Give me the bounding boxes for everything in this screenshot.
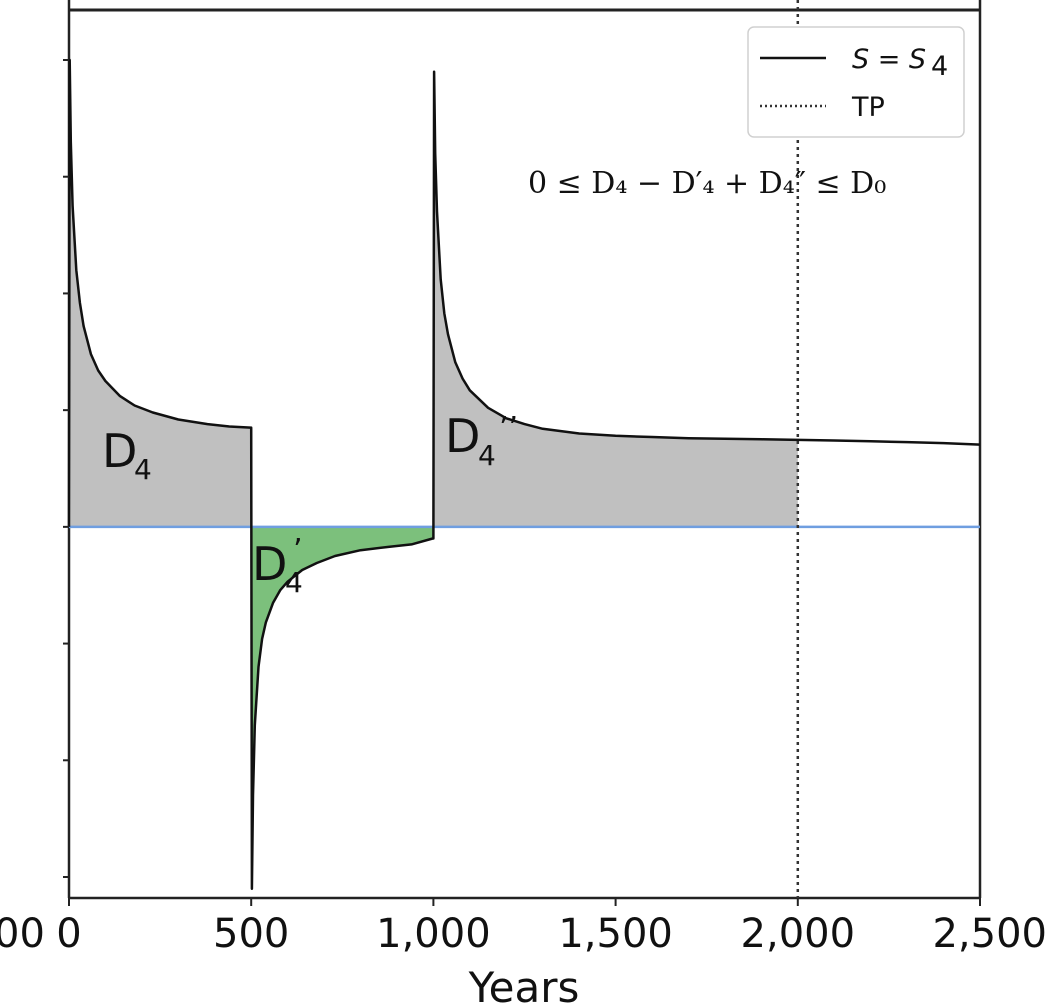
area-d4-double-prime xyxy=(433,71,798,539)
legend: S = S 4 TP xyxy=(747,26,965,138)
x-ticks xyxy=(68,898,981,906)
legend-label-s4: S = S xyxy=(852,44,926,75)
region-label-d4pp-subscript: 4 xyxy=(478,439,496,472)
x-tick-label: 2,000 xyxy=(741,911,856,957)
region-label-d4: D 4 xyxy=(102,424,152,486)
region-label-d4-double-prime: D 4 ’’ xyxy=(445,409,518,472)
region-label-d4p-prime: ’ xyxy=(293,533,303,568)
fill-regions xyxy=(69,60,798,889)
region-label-d4-prime: D 4 ’ xyxy=(252,533,303,599)
area-d4 xyxy=(69,60,252,527)
equation-annotation: 0 ≤ D₄ − D′₄ + D₄″ ≤ D₀ xyxy=(528,166,886,201)
region-label-d4p-subscript: 4 xyxy=(285,566,303,599)
x-tick-label: 0 xyxy=(56,911,81,957)
x-tick-label: 2,500 xyxy=(932,911,1047,957)
y-ticks xyxy=(63,59,69,878)
x-tick-label: 1,500 xyxy=(558,911,673,957)
x-tick-label: 500 xyxy=(213,911,289,957)
region-label-d4-letter: D xyxy=(102,424,137,478)
legend-label-tp: TP xyxy=(851,92,885,123)
area-d4-prime xyxy=(251,427,433,889)
region-label-d4pp-letter: D xyxy=(445,409,480,463)
region-label-d4p-letter: D xyxy=(252,537,287,591)
legend-label-s4-subscript: 4 xyxy=(931,51,948,82)
left-edge-tick-fragment: 00 xyxy=(0,911,45,957)
legend-box xyxy=(747,26,965,138)
x-tick-labels: 0 500 1,000 1,500 2,000 2,500 xyxy=(56,911,1047,957)
region-label-d4-subscript: 4 xyxy=(134,453,152,486)
x-axis-label: Years xyxy=(468,963,580,1007)
region-label-d4pp-prime: ’’ xyxy=(499,411,518,446)
series-line-s4 xyxy=(67,58,981,890)
x-tick-label: 1,000 xyxy=(376,911,491,957)
